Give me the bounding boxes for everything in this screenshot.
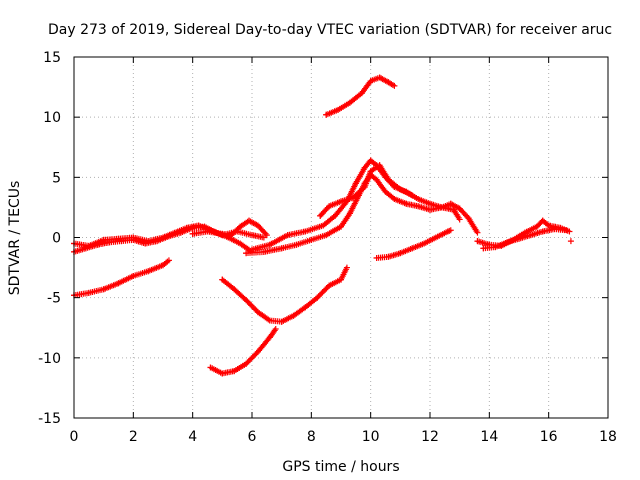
series-arc-8 (249, 157, 481, 253)
series-arc-11 (373, 227, 454, 261)
y-tick-label: 10 (43, 110, 61, 126)
series-arc-9 (317, 162, 416, 219)
series-arc-6 (207, 325, 279, 377)
y-tick-label: 5 (52, 170, 61, 186)
x-tick-label: 6 (248, 429, 257, 445)
series-trace (219, 266, 350, 325)
series-trace (317, 162, 414, 219)
x-tick-label: 0 (70, 429, 79, 445)
series-arc-3 (189, 217, 270, 239)
series-arc-5 (219, 264, 350, 325)
series-outlier (567, 238, 574, 245)
x-tick-label: 18 (599, 429, 617, 445)
chart-title: Day 273 of 2019, Sidereal Day-to-day VTE… (48, 22, 612, 38)
series-trace (373, 227, 453, 261)
series-trace (189, 217, 269, 239)
x-axis-label: GPS time / hours (282, 459, 399, 475)
x-tick-label: 12 (421, 429, 439, 445)
series-trace (207, 327, 278, 377)
series-arc-13 (480, 226, 570, 252)
series-trace (480, 226, 568, 252)
x-tick-label: 16 (540, 429, 558, 445)
y-tick-label: -15 (38, 411, 61, 427)
x-tick-label: 10 (362, 429, 380, 445)
series-layer (71, 74, 574, 377)
y-tick-label: -10 (38, 351, 61, 367)
series-arc-4 (71, 257, 172, 299)
x-tick-label: 2 (129, 429, 138, 445)
series-trace (71, 258, 171, 299)
series-trace (249, 157, 480, 253)
y-tick-label: 15 (43, 50, 61, 66)
series-trace (323, 74, 396, 118)
x-tick-label: 14 (480, 429, 498, 445)
y-axis-label: SDTVAR / TECUs (7, 181, 23, 296)
axes-ticks: 0 2 4 6 8 10 12 14 16 18 -15 -10 -5 0 5 10 15 (38, 50, 617, 445)
data-point (567, 238, 574, 245)
x-tick-label: 4 (188, 429, 197, 445)
series-arc-10 (323, 74, 398, 118)
x-tick-label: 8 (307, 429, 316, 445)
y-tick-label: 0 (52, 231, 61, 247)
y-tick-label: -5 (47, 291, 61, 307)
